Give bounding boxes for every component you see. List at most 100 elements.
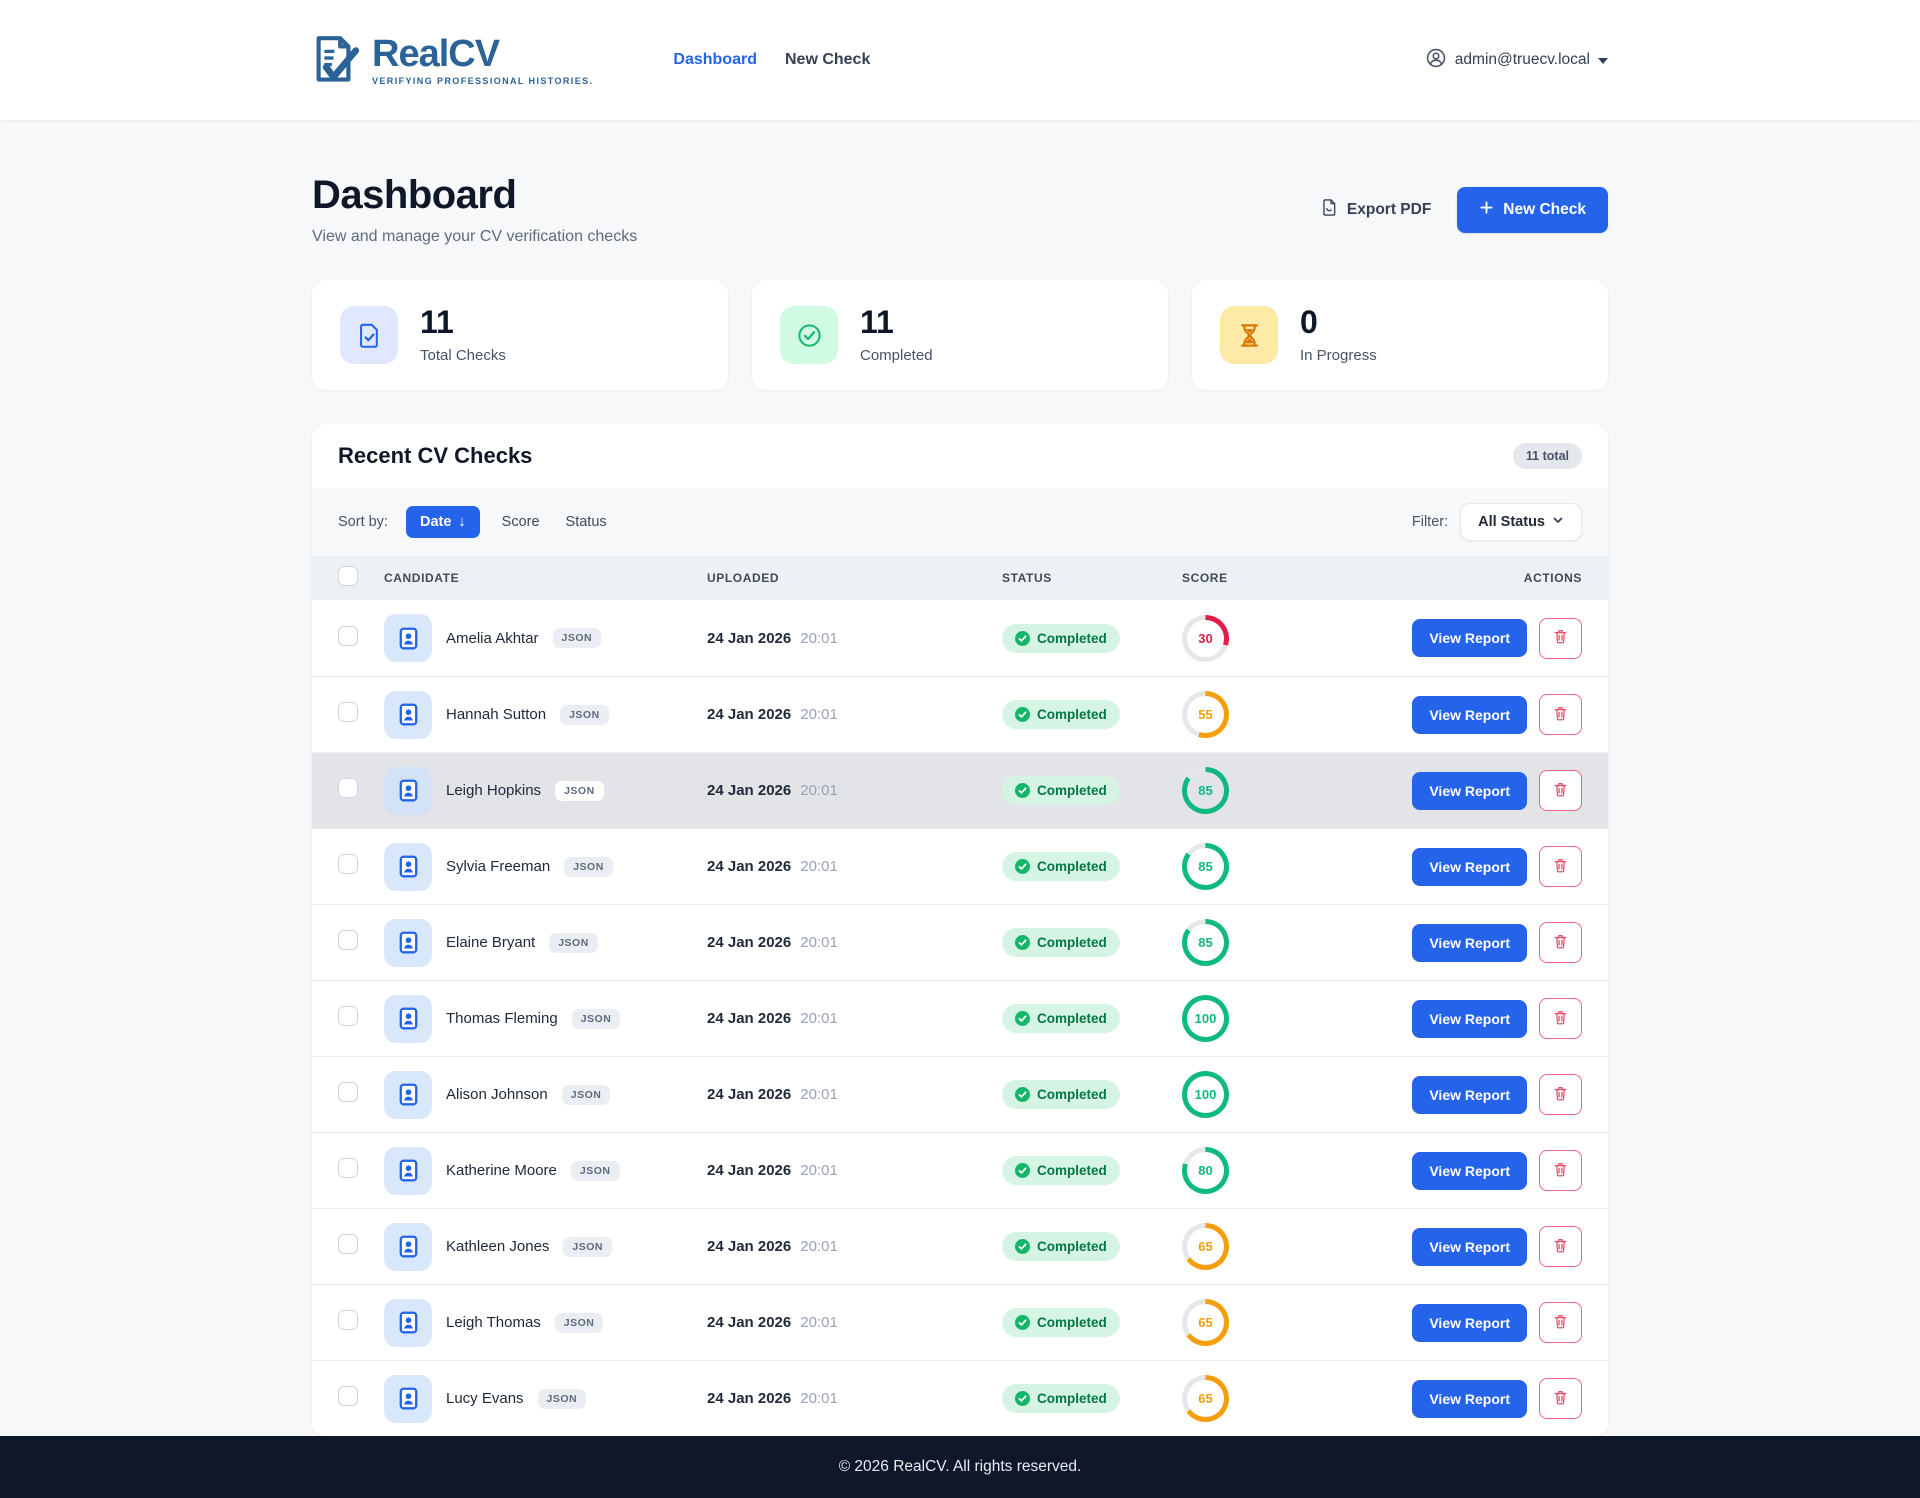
- view-report-button[interactable]: View Report: [1412, 923, 1527, 962]
- stat-card-total: 11 Total Checks: [312, 280, 728, 390]
- view-report-button[interactable]: View Report: [1412, 619, 1527, 657]
- delete-button[interactable]: [1539, 998, 1582, 1039]
- row-checkbox[interactable]: [338, 854, 358, 874]
- nav-new-check[interactable]: New Check: [784, 51, 871, 68]
- delete-button[interactable]: [1539, 1378, 1582, 1419]
- candidate-file-person-icon: [384, 766, 432, 815]
- trash-icon: [1552, 933, 1569, 953]
- status-text: Completed: [1037, 707, 1107, 722]
- document-check-logo-icon: [312, 31, 360, 90]
- score-value: 80: [1187, 1152, 1224, 1189]
- delete-button[interactable]: [1539, 1226, 1582, 1267]
- score-value: 30: [1187, 619, 1224, 657]
- stat-completed-value: 11: [860, 304, 894, 341]
- sort-date-label: Date: [419, 514, 452, 530]
- row-checkbox[interactable]: [338, 1310, 358, 1330]
- trash-icon: [1552, 1009, 1569, 1029]
- column-status: Status: [1002, 571, 1052, 585]
- upload-date: 24 Jan 2026: [707, 1162, 792, 1179]
- file-type-badge: JSON: [570, 1160, 620, 1181]
- upload-date: 24 Jan 2026: [707, 934, 792, 951]
- main-content: Dashboard View and manage your CV verifi…: [312, 121, 1608, 1436]
- score-ring: 30: [1182, 614, 1229, 662]
- row-checkbox[interactable]: [338, 625, 358, 646]
- row-checkbox[interactable]: [338, 1386, 358, 1406]
- upload-date: 24 Jan 2026: [707, 1010, 792, 1027]
- candidate-file-person-icon: [384, 842, 432, 891]
- row-checkbox[interactable]: [338, 778, 358, 798]
- export-pdf-button[interactable]: Export PDF: [1320, 198, 1431, 222]
- delete-button[interactable]: [1539, 1302, 1582, 1343]
- sort-by-label: Sort by:: [338, 514, 388, 530]
- plus-icon: [1479, 200, 1494, 220]
- recent-checks-card: Recent CV Checks 11 total Sort by: Date …: [312, 424, 1608, 1436]
- document-check-icon: [340, 306, 398, 364]
- table-row: Alison Johnson JSON 24 Jan 2026 20:01 Co…: [312, 1056, 1608, 1132]
- upload-time: 20:01: [800, 629, 838, 647]
- view-report-button[interactable]: View Report: [1412, 1227, 1527, 1266]
- row-checkbox[interactable]: [338, 702, 358, 722]
- delete-button[interactable]: [1539, 922, 1582, 963]
- upload-date: 24 Jan 2026: [707, 858, 792, 875]
- score-value: 55: [1187, 696, 1224, 733]
- recent-checks-title: Recent CV Checks: [338, 443, 533, 468]
- file-type-badge: JSON: [561, 1084, 611, 1105]
- pdf-file-icon: [1320, 198, 1339, 222]
- delete-button[interactable]: [1539, 846, 1582, 887]
- view-report-button[interactable]: View Report: [1412, 1151, 1527, 1190]
- row-checkbox[interactable]: [338, 1158, 358, 1178]
- trash-icon: [1552, 628, 1569, 648]
- delete-button[interactable]: [1539, 1150, 1582, 1191]
- view-report-button[interactable]: View Report: [1412, 999, 1527, 1038]
- sort-status-button[interactable]: Status: [562, 506, 611, 538]
- status-text: Completed: [1037, 1391, 1107, 1406]
- sort-date-button[interactable]: Date ↓: [405, 506, 480, 538]
- table-row: Leigh Thomas JSON 24 Jan 2026 20:01 Comp…: [312, 1284, 1608, 1360]
- trash-icon: [1552, 1085, 1569, 1105]
- view-report-button[interactable]: View Report: [1412, 695, 1527, 734]
- delete-button[interactable]: [1539, 1074, 1582, 1115]
- sort-score-button[interactable]: Score: [498, 506, 544, 538]
- status-filter-dropdown[interactable]: All Status: [1460, 503, 1582, 541]
- status-text: Completed: [1037, 1239, 1107, 1254]
- score-ring: 55: [1182, 691, 1229, 738]
- delete-button[interactable]: [1539, 694, 1582, 735]
- status-badge: Completed: [1002, 1004, 1120, 1033]
- delete-button[interactable]: [1539, 617, 1582, 659]
- check-icon: [1015, 1163, 1030, 1178]
- view-report-button[interactable]: View Report: [1412, 847, 1527, 886]
- table-row: Sylvia Freeman JSON 24 Jan 2026 20:01 Co…: [312, 828, 1608, 904]
- file-type-badge: JSON: [571, 1008, 621, 1029]
- check-icon: [1015, 1087, 1030, 1102]
- row-checkbox[interactable]: [338, 1006, 358, 1026]
- row-checkbox[interactable]: [338, 930, 358, 950]
- file-type-badge: JSON: [537, 1388, 587, 1409]
- view-report-button[interactable]: View Report: [1412, 1075, 1527, 1114]
- status-text: Completed: [1037, 1011, 1107, 1026]
- score-ring: 85: [1182, 919, 1229, 966]
- delete-button[interactable]: [1539, 770, 1582, 811]
- new-check-label: New Check: [1503, 200, 1586, 218]
- user-menu[interactable]: admin@truecv.local: [1425, 47, 1608, 74]
- select-all-checkbox[interactable]: [338, 565, 358, 586]
- score-value: 85: [1187, 848, 1224, 885]
- status-text: Completed: [1037, 630, 1107, 646]
- user-icon: [1425, 47, 1447, 74]
- top-header: RealCV VERIFYING PROFESSIONAL HISTORIES.…: [0, 0, 1920, 121]
- file-type-badge: JSON: [563, 1236, 613, 1257]
- stat-card-in-progress: 0 In Progress: [1192, 280, 1608, 390]
- brand-tagline: VERIFYING PROFESSIONAL HISTORIES.: [372, 75, 594, 86]
- table-row: Thomas Fleming JSON 24 Jan 2026 20:01 Co…: [312, 980, 1608, 1056]
- upload-date: 24 Jan 2026: [707, 782, 792, 799]
- row-checkbox[interactable]: [338, 1234, 358, 1254]
- candidate-name: Alison Johnson: [446, 1086, 548, 1103]
- status-badge: Completed: [1002, 700, 1120, 729]
- view-report-button[interactable]: View Report: [1412, 771, 1527, 810]
- view-report-button[interactable]: View Report: [1412, 1303, 1527, 1342]
- view-report-button[interactable]: View Report: [1412, 1379, 1527, 1418]
- brand-logo[interactable]: RealCV VERIFYING PROFESSIONAL HISTORIES.: [312, 31, 593, 90]
- file-type-badge: JSON: [549, 932, 598, 953]
- row-checkbox[interactable]: [338, 1082, 358, 1102]
- new-check-button[interactable]: New Check: [1457, 186, 1608, 233]
- nav-dashboard[interactable]: Dashboard: [673, 51, 757, 68]
